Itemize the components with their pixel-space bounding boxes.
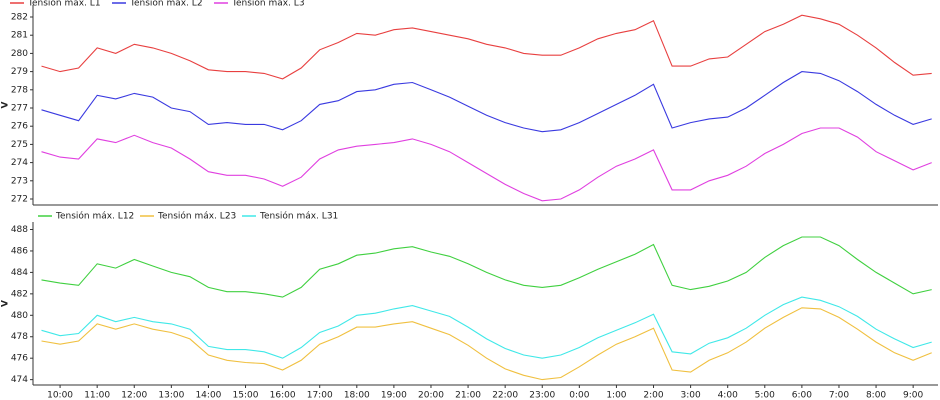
y-tick-label: 484 <box>11 268 28 278</box>
y-tick-label: 474 <box>11 375 28 385</box>
x-tick-label: 8:00 <box>866 391 886 400</box>
x-tick-label: 18:00 <box>344 391 370 400</box>
series-line <box>41 71 932 133</box>
series-line <box>41 236 932 298</box>
x-tick-label: 16:00 <box>270 391 296 400</box>
y-tick-label: 273 <box>11 176 28 186</box>
y-tick-label: 488 <box>11 225 28 235</box>
x-tick-label: 21:00 <box>455 391 481 400</box>
x-tick-label: 5:00 <box>755 391 775 400</box>
x-tick-label: 14:00 <box>195 391 221 400</box>
y-tick-label: 277 <box>11 104 28 114</box>
x-tick-label: 10:00 <box>47 391 73 400</box>
y-tick-label: 272 <box>11 194 28 204</box>
y-tick-label: 280 <box>11 49 28 59</box>
y-tick-label: 480 <box>11 311 28 321</box>
x-tick-label: 3:00 <box>680 391 700 400</box>
x-tick-label: 13:00 <box>158 391 184 400</box>
series-line <box>41 307 932 381</box>
legend-label: Tensión máx. L23 <box>157 211 236 222</box>
y-tick-label: 279 <box>11 67 28 77</box>
x-tick-label: 15:00 <box>233 391 259 400</box>
y-tick-label: 278 <box>11 85 28 95</box>
x-tick-label: 12:00 <box>121 391 147 400</box>
x-tick-label: 11:00 <box>84 391 110 400</box>
y-tick-label: 282 <box>11 13 28 23</box>
y-tick-label: 281 <box>11 31 28 41</box>
series-line <box>41 14 932 80</box>
y-tick-label: 482 <box>11 289 28 299</box>
legend-label: Tensión máx. L3 <box>231 0 305 9</box>
legend-label: Tensión máx. L31 <box>259 211 338 222</box>
x-tick-label: 19:00 <box>381 391 407 400</box>
y-tick-label: 274 <box>11 158 28 168</box>
x-tick-label: 9:00 <box>903 391 923 400</box>
legend-label: Tensión máx. L2 <box>129 0 203 9</box>
x-tick-label: 17:00 <box>307 391 333 400</box>
x-tick-label: 4:00 <box>718 391 738 400</box>
series-line <box>41 296 932 359</box>
x-tick-label: 22:00 <box>492 391 518 400</box>
legend-label: Tensión máx. L1 <box>27 0 101 9</box>
y-tick-label: 486 <box>11 246 28 256</box>
x-tick-label: 23:00 <box>529 391 555 400</box>
x-tick-label: 1:00 <box>606 391 626 400</box>
x-tick-label: 0:00 <box>569 391 589 400</box>
y-tick-label: 478 <box>11 332 28 342</box>
legend-label: Tensión máx. L12 <box>55 211 134 222</box>
x-tick-label: 6:00 <box>792 391 812 400</box>
x-tick-label: 20:00 <box>418 391 444 400</box>
x-tick-label: 7:00 <box>829 391 849 400</box>
y-axis-label: V <box>1 101 11 108</box>
y-tick-label: 276 <box>11 122 28 132</box>
series-line <box>41 127 932 202</box>
y-axis-label: V <box>1 300 11 307</box>
y-tick-label: 275 <box>11 140 28 150</box>
y-tick-label: 476 <box>11 354 28 364</box>
x-tick-label: 2:00 <box>643 391 663 400</box>
